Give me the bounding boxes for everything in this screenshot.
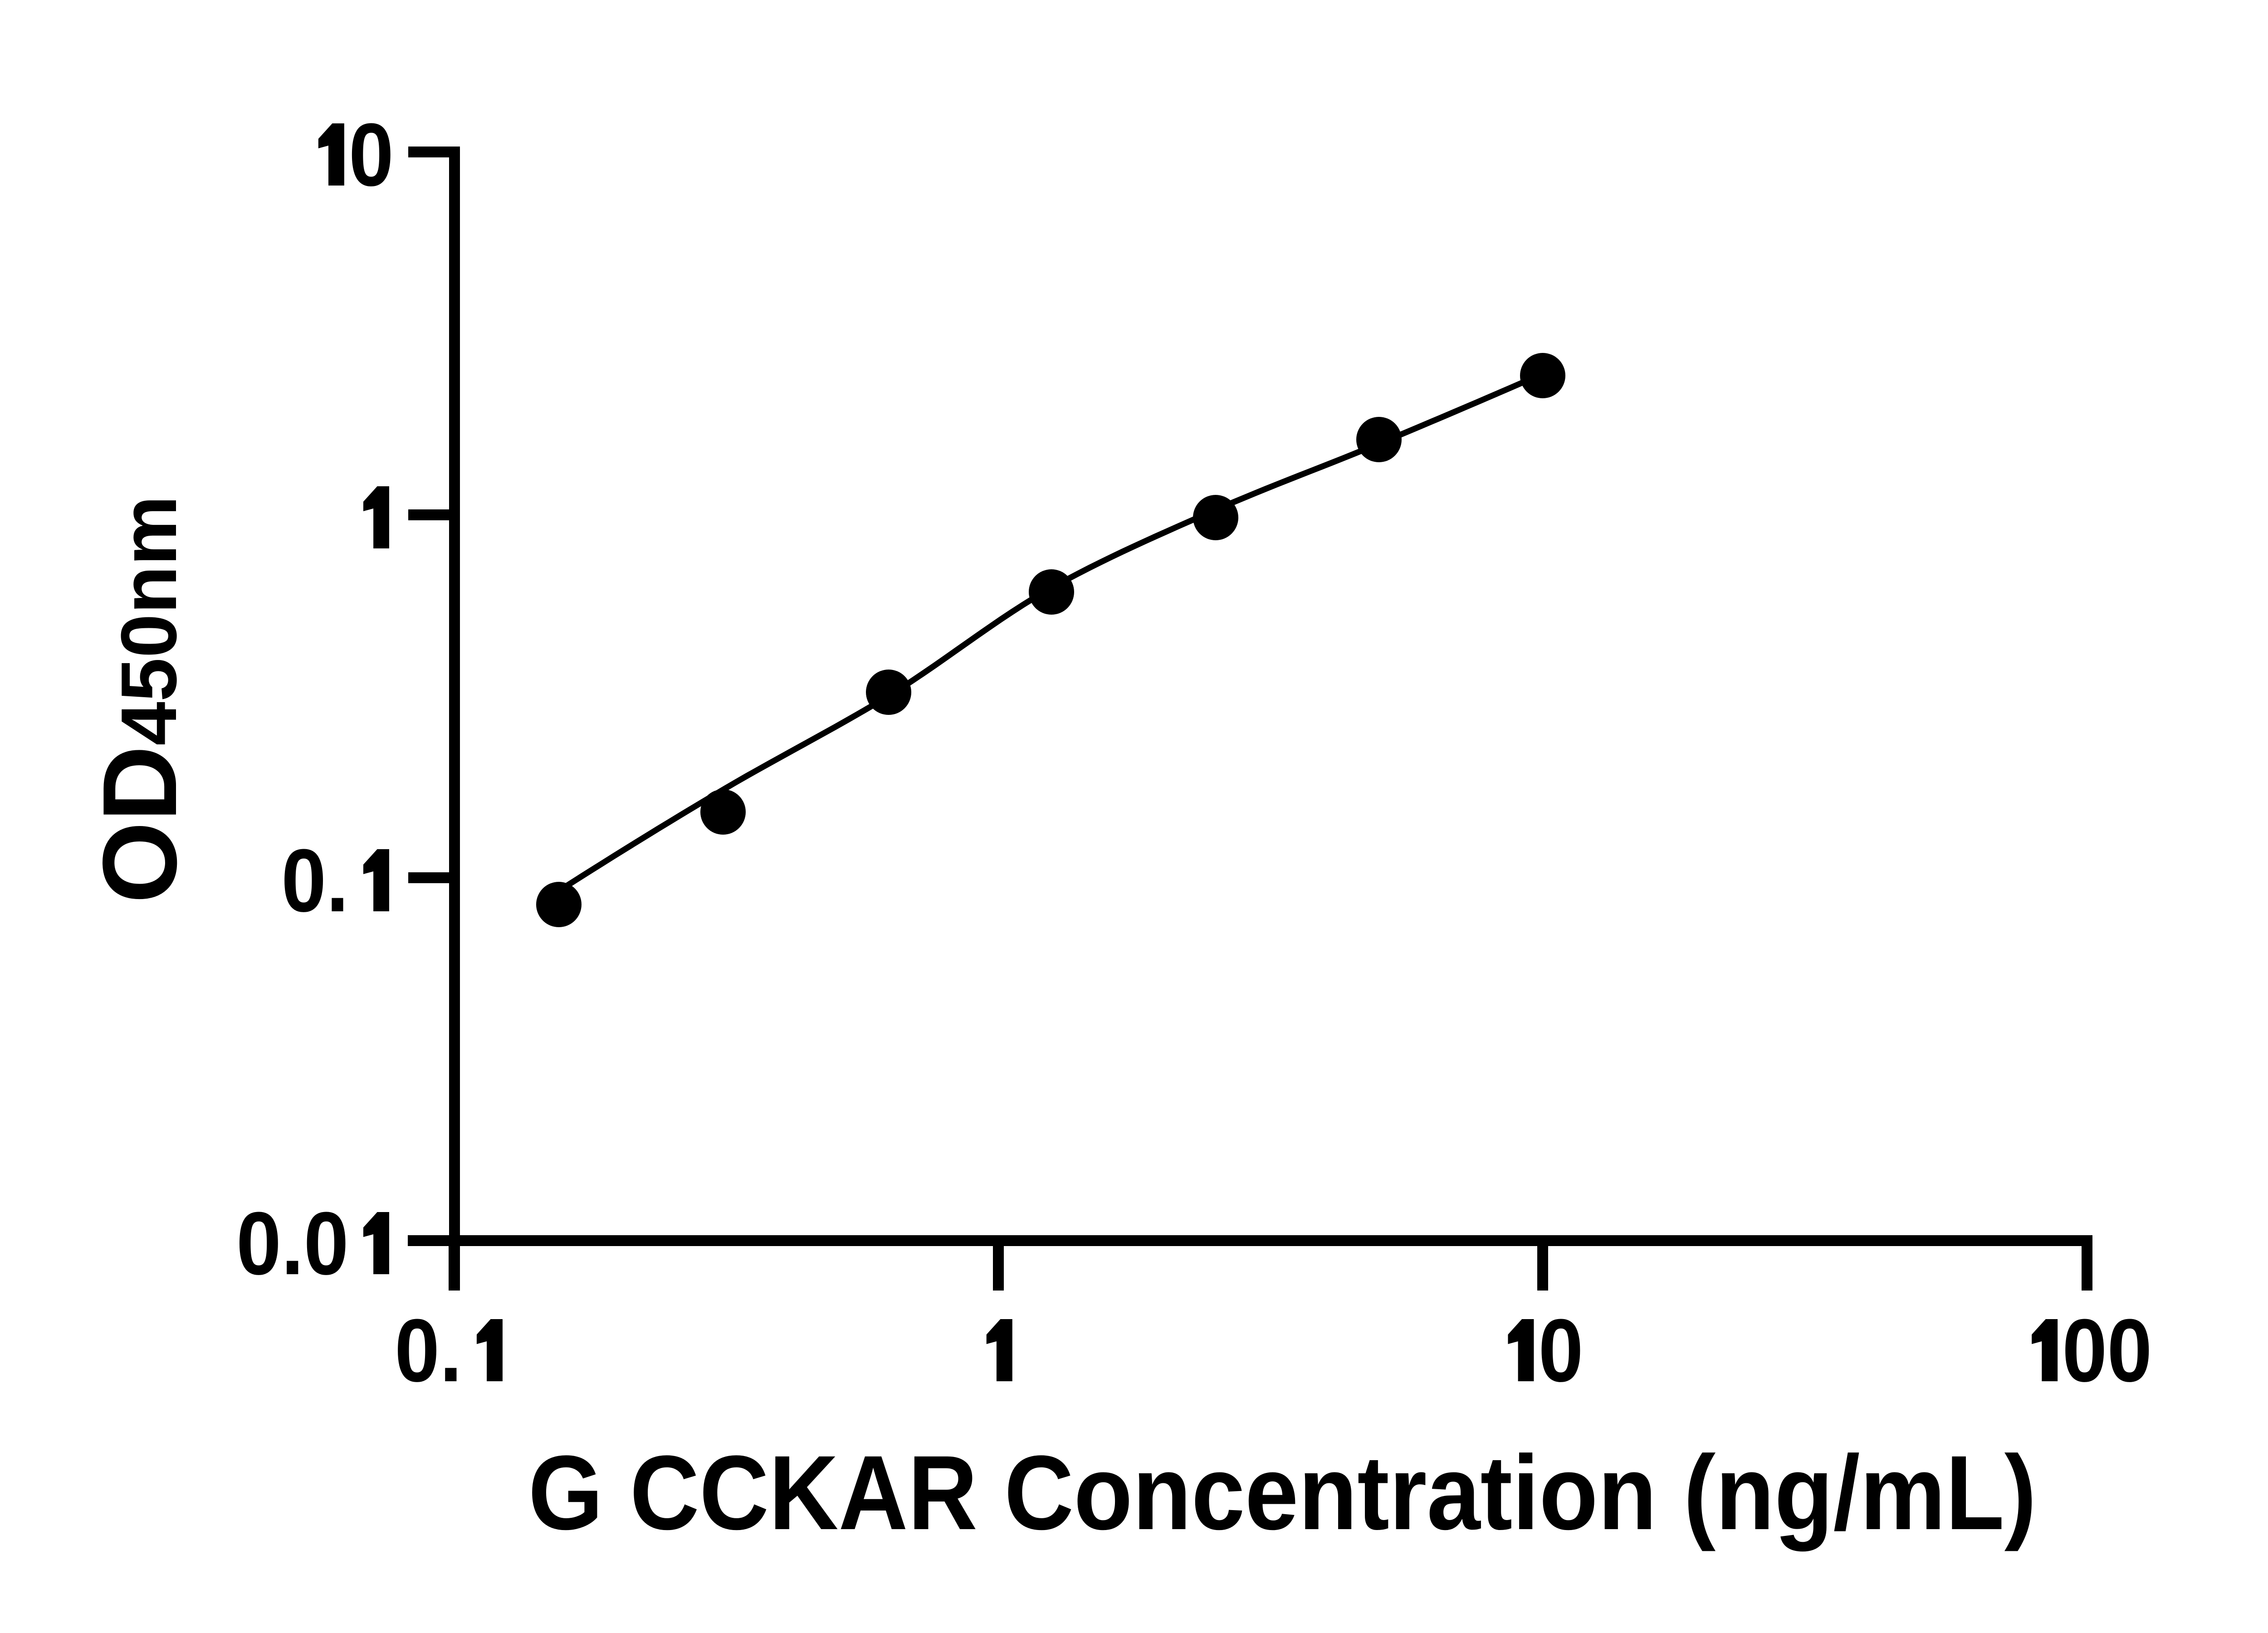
svg-text:0.: 0. xyxy=(281,831,349,930)
svg-text:G CCKAR Concentration (ng/mL): G CCKAR Concentration (ng/mL) xyxy=(528,1434,2036,1552)
svg-text:0: 0 xyxy=(1539,1301,1584,1400)
svg-text:0: 0 xyxy=(349,105,394,205)
svg-text:0.0: 0.0 xyxy=(236,1193,349,1293)
svg-text:OD450nm: OD450nm xyxy=(81,495,199,903)
svg-text:00: 00 xyxy=(2062,1301,2152,1400)
svg-text:0.: 0. xyxy=(395,1301,462,1400)
